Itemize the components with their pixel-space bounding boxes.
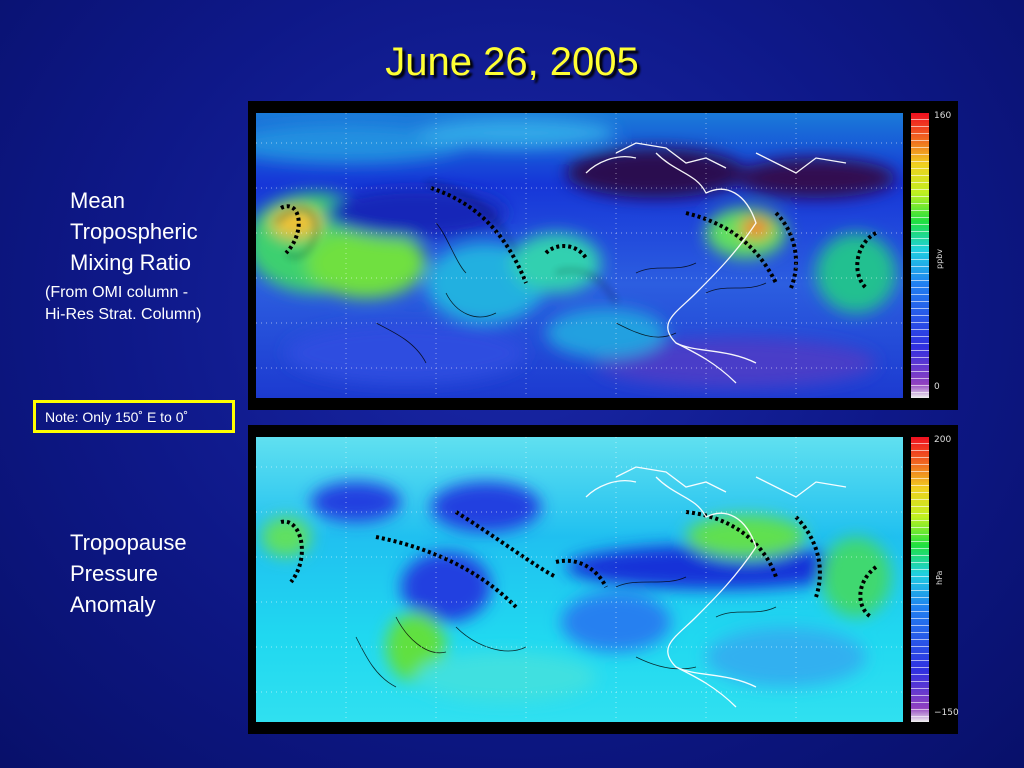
bottom-map-panel: 200 −150 hPa xyxy=(248,425,959,734)
top-colorbar-max-label: 160 xyxy=(934,111,952,121)
top-colorbar xyxy=(911,113,929,398)
note-text: Note: Only 150˚ E to 0˚ xyxy=(45,409,189,425)
slide-title: June 26, 2005 xyxy=(385,40,639,84)
bottom-map-image xyxy=(256,437,903,722)
bottom-panel-heading: Tropopause Pressure Anomaly xyxy=(70,527,187,620)
bottom-colorbar-unit-label: hPa xyxy=(935,570,944,585)
top-map-panel: 160 0 ppbv xyxy=(248,101,958,410)
top-colorbar-min-label: 0 xyxy=(934,382,940,392)
heading-line: Tropospheric xyxy=(70,219,198,244)
note-box: Note: Only 150˚ E to 0˚ xyxy=(33,400,235,433)
heading-line: Mixing Ratio xyxy=(70,250,192,275)
bottom-colorbar-max-label: 200 xyxy=(934,435,952,445)
bottom-colorbar xyxy=(911,437,929,722)
subheading-line: Hi-Res Strat. Column) xyxy=(45,306,202,323)
heading-line: Tropopause xyxy=(70,530,187,555)
subheading-line: (From OMI column - xyxy=(45,284,189,301)
heading-line: Anomaly xyxy=(70,592,156,617)
top-panel-subheading: (From OMI column - Hi-Res Strat. Column) xyxy=(45,282,201,326)
top-colorbar-unit-label: ppbv xyxy=(935,249,944,269)
top-map-image xyxy=(256,113,903,398)
heading-line: Mean xyxy=(70,188,126,213)
top-panel-heading: Mean Tropospheric Mixing Ratio xyxy=(70,185,198,278)
bottom-colorbar-min-label: −150 xyxy=(934,708,959,718)
heading-line: Pressure xyxy=(70,561,159,586)
